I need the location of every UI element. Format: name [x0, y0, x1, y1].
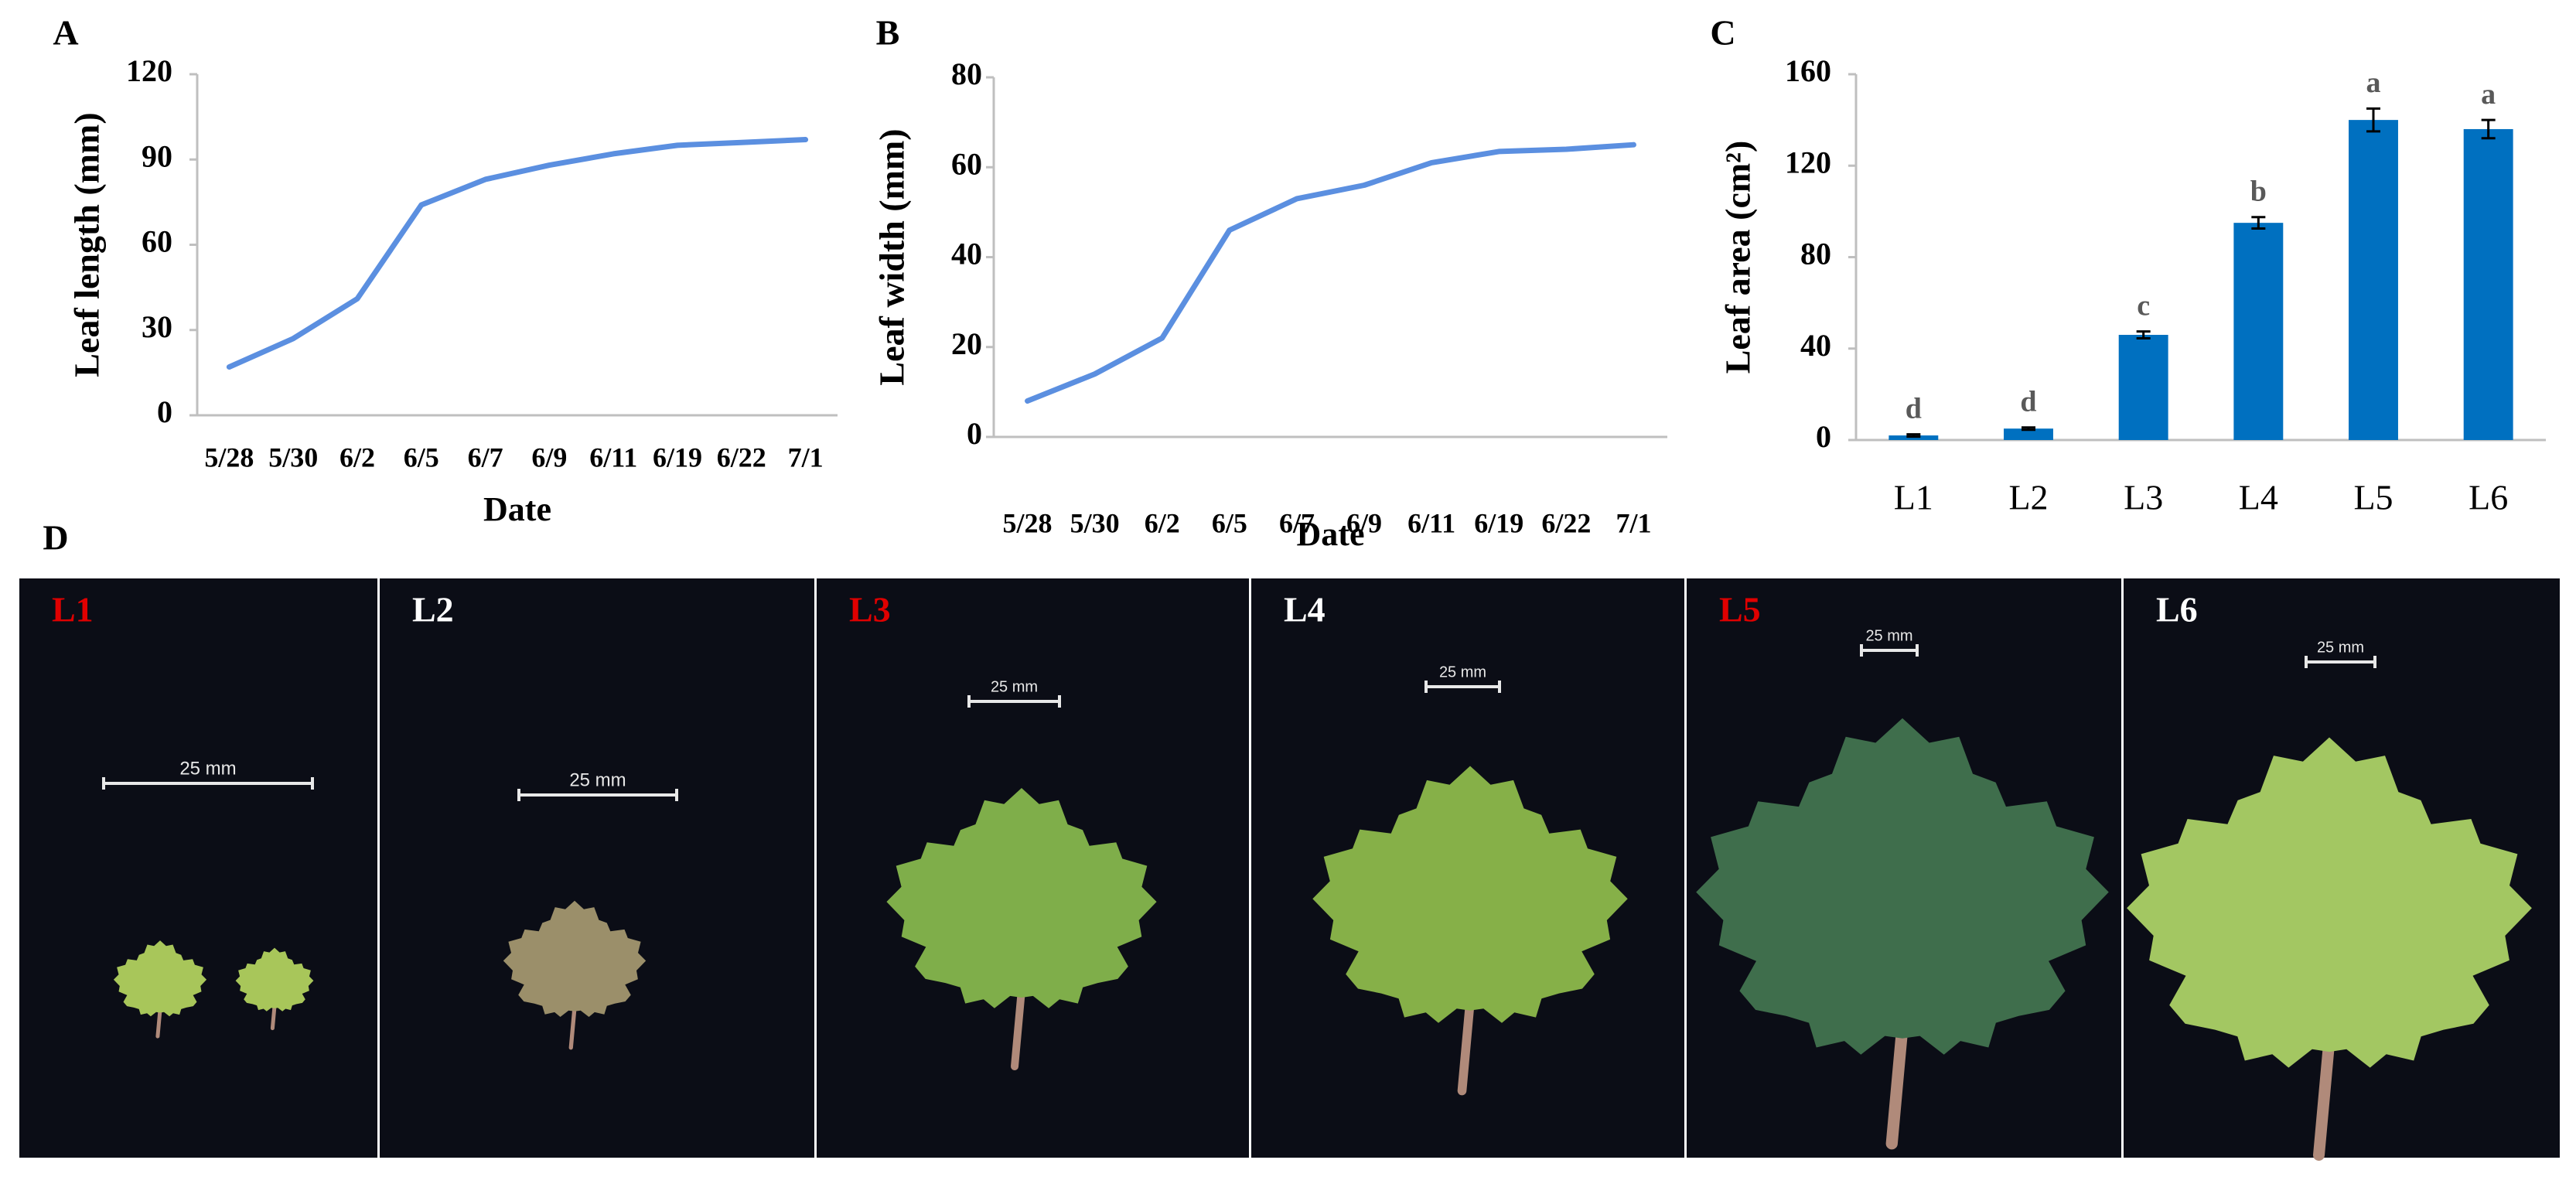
leaf-stem [2313, 1034, 2335, 1161]
x-tick-label: 6/7 [468, 442, 503, 473]
panel-letter: B [876, 13, 900, 53]
y-tick-label: 0 [967, 416, 982, 451]
y-tick-label: 80 [1800, 237, 1831, 271]
y-tick-label: 80 [951, 56, 982, 91]
leaf [2127, 737, 2532, 1068]
x-tick-label: L5 [2353, 478, 2393, 517]
y-axis-label: Leaf length (mm) [67, 112, 107, 377]
leaf [503, 900, 647, 1017]
photo-label: L1 [52, 590, 94, 629]
y-tick-label: 30 [142, 309, 172, 344]
bar [2004, 428, 2053, 440]
bar [2233, 223, 2284, 440]
x-tick-label: 5/30 [268, 442, 318, 473]
x-tick-label: 6/5 [1212, 507, 1247, 538]
bar [2349, 120, 2398, 440]
x-tick-label: 6/11 [589, 442, 637, 473]
y-axis-label: Leaf width (mm) [872, 128, 912, 385]
leaf-stem [1457, 997, 1475, 1096]
significance-letter: a [2366, 67, 2381, 99]
photo [19, 578, 377, 1158]
y-tick-label: 60 [142, 224, 172, 259]
y-axis-label: Leaf area (cm²) [1718, 141, 1758, 374]
scale-bar-label: 25 mm [1439, 664, 1486, 681]
x-tick-label: 6/9 [531, 442, 567, 473]
leaf-stem [568, 1005, 577, 1050]
x-tick-label: L2 [2008, 478, 2048, 517]
x-tick-label: 7/1 [1616, 507, 1651, 538]
y-tick-label: 20 [951, 326, 982, 361]
leaf [1696, 718, 2109, 1055]
leaf [1312, 766, 1628, 1023]
photo-label: L6 [2156, 590, 2198, 629]
significance-letter: d [1906, 392, 1922, 425]
x-axis-label: Date [1297, 515, 1365, 553]
panel-letter: C [1710, 13, 1735, 53]
x-tick-label: L1 [1894, 478, 1933, 517]
photo [380, 578, 814, 1158]
data-line [1025, 142, 1636, 404]
bar [2463, 128, 2513, 440]
y-tick-label: 160 [1785, 53, 1831, 88]
panel-letter: A [53, 13, 78, 53]
x-tick-label: 6/11 [1407, 507, 1455, 538]
scale-bar-label: 25 mm [569, 769, 626, 790]
x-tick-label: 5/28 [1003, 507, 1053, 538]
scale-bar-label: 25 mm [179, 758, 236, 779]
photo-label: L4 [1284, 590, 1326, 629]
photo-label: L2 [412, 590, 454, 629]
y-tick-label: 120 [1785, 145, 1831, 179]
x-axis-label: Date [483, 490, 551, 528]
x-tick-label: 6/5 [404, 442, 439, 473]
x-tick-label: 6/19 [653, 442, 702, 473]
significance-letter: d [2020, 385, 2036, 418]
scale-bar-label: 25 mm [2317, 639, 2364, 656]
y-tick-label: 120 [126, 53, 172, 88]
y-tick-label: 0 [157, 394, 172, 429]
leaf-stem [270, 1004, 277, 1031]
leaf-stem [1011, 986, 1025, 1070]
leaf-stem [155, 1008, 162, 1039]
x-tick-label: 7/1 [788, 442, 824, 473]
x-tick-label: 6/19 [1474, 507, 1523, 538]
photo-label: L5 [1719, 590, 1761, 629]
x-tick-label: 6/22 [1541, 507, 1591, 538]
panel-letter: D [43, 518, 68, 558]
data-line [226, 137, 809, 370]
bar [2118, 335, 2168, 440]
leaf [235, 947, 314, 1012]
x-tick-label: 6/9 [1346, 507, 1382, 538]
x-tick-label: L6 [2469, 478, 2508, 517]
y-tick-label: 0 [1816, 419, 1831, 454]
x-tick-label: L3 [2124, 478, 2163, 517]
x-tick-label: 5/30 [1070, 507, 1120, 538]
leaf-stem [1885, 1020, 1909, 1150]
photo-label: L3 [849, 590, 891, 629]
scale-bar-label: 25 mm [991, 678, 1038, 695]
x-tick-label: 6/22 [717, 442, 766, 473]
y-tick-label: 40 [1800, 328, 1831, 363]
leaf [113, 940, 207, 1017]
significance-letter: a [2481, 78, 2496, 111]
leaf [886, 788, 1157, 1008]
y-tick-label: 60 [951, 146, 982, 181]
y-tick-label: 40 [951, 237, 982, 271]
x-tick-label: 6/7 [1279, 507, 1315, 538]
x-tick-label: 6/2 [339, 442, 375, 473]
x-tick-label: L4 [2239, 478, 2278, 517]
x-tick-label: 5/28 [204, 442, 254, 473]
scale-bar-label: 25 mm [1865, 627, 1912, 644]
significance-letter: c [2137, 289, 2150, 322]
x-tick-label: 6/2 [1145, 507, 1180, 538]
y-tick-label: 90 [142, 138, 172, 173]
significance-letter: b [2250, 175, 2267, 207]
